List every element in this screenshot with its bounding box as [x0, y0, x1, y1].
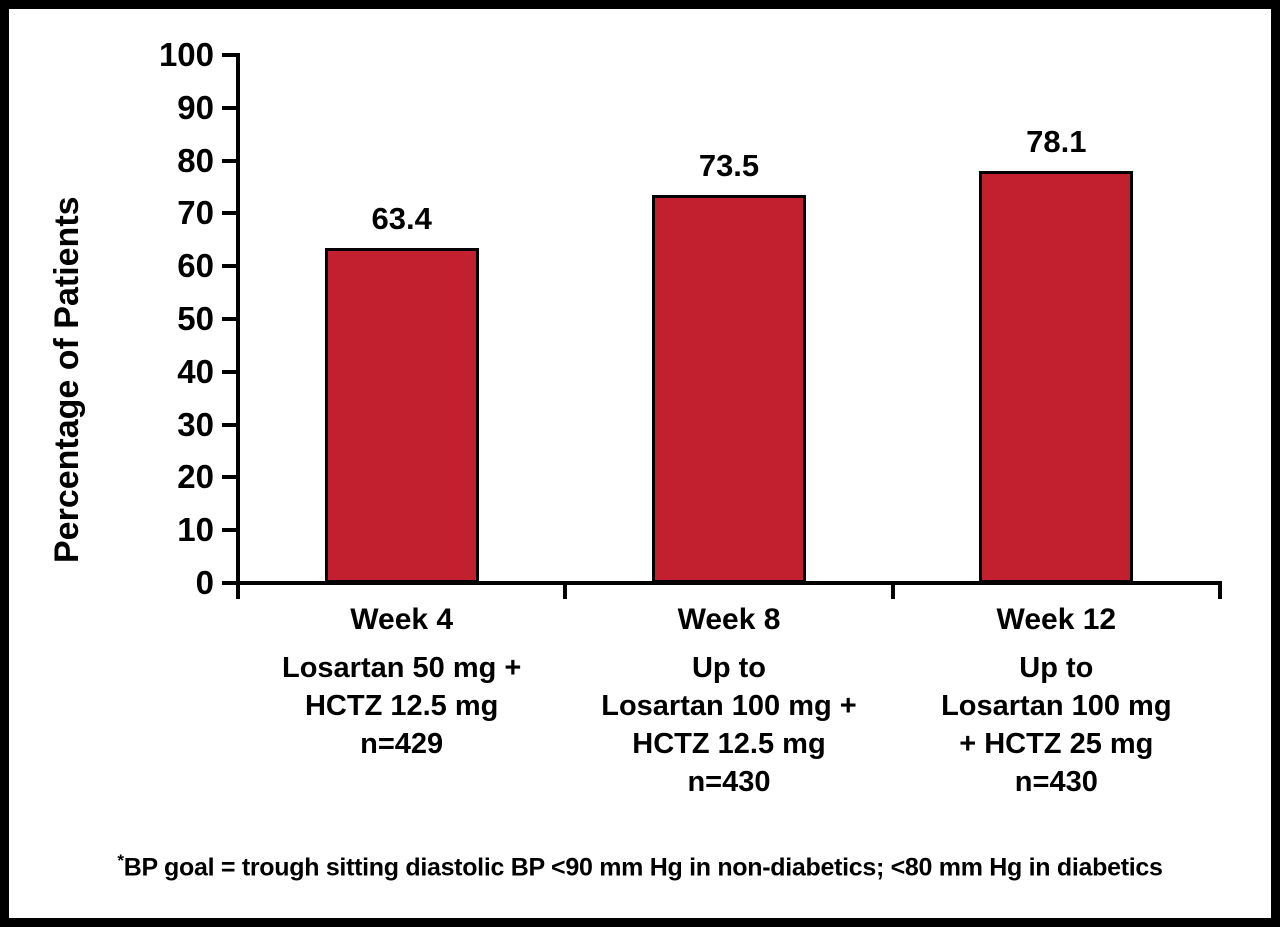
y-tick: [222, 369, 236, 374]
y-tick: [222, 105, 236, 110]
bar: [652, 194, 806, 583]
treatment-sublabel: Up to Losartan 100 mg + HCTZ 12.5 mg n=4…: [601, 652, 857, 798]
y-tick-label: 10: [177, 511, 214, 549]
y-tick-label: 80: [177, 141, 214, 179]
bar-value-label: 63.4: [371, 201, 432, 237]
y-tick: [222, 264, 236, 269]
y-tick-label: 50: [177, 300, 214, 337]
footnote-text: BP goal = trough sitting diastolic BP <9…: [123, 853, 1163, 882]
y-tick-label: 100: [158, 36, 214, 73]
y-tick: [222, 211, 236, 216]
x-tick: [236, 581, 240, 599]
bar-value-label: 73.5: [698, 147, 760, 183]
x-tick: [1218, 581, 1222, 599]
y-tick: [222, 528, 236, 533]
footnote: *BP goal = trough sitting diastolic BP <…: [9, 851, 1271, 882]
x-tick: [563, 581, 568, 599]
y-tick-label: 20: [177, 458, 214, 496]
y-tick: [222, 158, 236, 163]
week-label: Week 4: [350, 603, 454, 636]
x-tick: [890, 581, 895, 599]
bar-value-label: 78.1: [1026, 123, 1087, 159]
y-tick-label: 40: [177, 352, 214, 390]
footnote-asterisk: *: [117, 851, 124, 870]
y-tick: [222, 422, 236, 427]
y-tick-label: 60: [177, 247, 214, 285]
bar: [324, 248, 479, 583]
treatment-sublabel: Losartan 50 mg + HCTZ 12.5 mg n=429: [281, 652, 522, 760]
y-tick: [222, 475, 236, 480]
y-tick-label: 0: [195, 564, 214, 601]
y-axis-line: [236, 53, 240, 585]
y-tick: [222, 53, 236, 57]
category-label-group: Week 4 Losartan 50 mg + HCTZ 12.5 mg n=42…: [238, 601, 565, 763]
week-label: Week 12: [996, 603, 1117, 636]
y-tick-label: 30: [177, 405, 214, 443]
y-tick-label: 70: [177, 194, 214, 232]
y-tick-label: 90: [177, 88, 214, 126]
y-tick: [222, 317, 236, 321]
category-label-group: Week 12 Up to Losartan 100 mg + HCTZ 25 m…: [893, 601, 1220, 801]
bar: [979, 170, 1134, 583]
x-axis-line: [236, 581, 1222, 585]
category-label-group: Week 8 Up to Losartan 100 mg + HCTZ 12.5 …: [565, 601, 892, 801]
treatment-sublabel: Up to Losartan 100 mg + HCTZ 25 mg n=430: [941, 652, 1172, 798]
week-label: Week 8: [677, 603, 781, 636]
plot-area: 0 10 20 30 40 50 60 70 80 90 100 63.4 Week 4 Losartan…: [9, 9, 1271, 918]
y-tick: [222, 581, 236, 585]
